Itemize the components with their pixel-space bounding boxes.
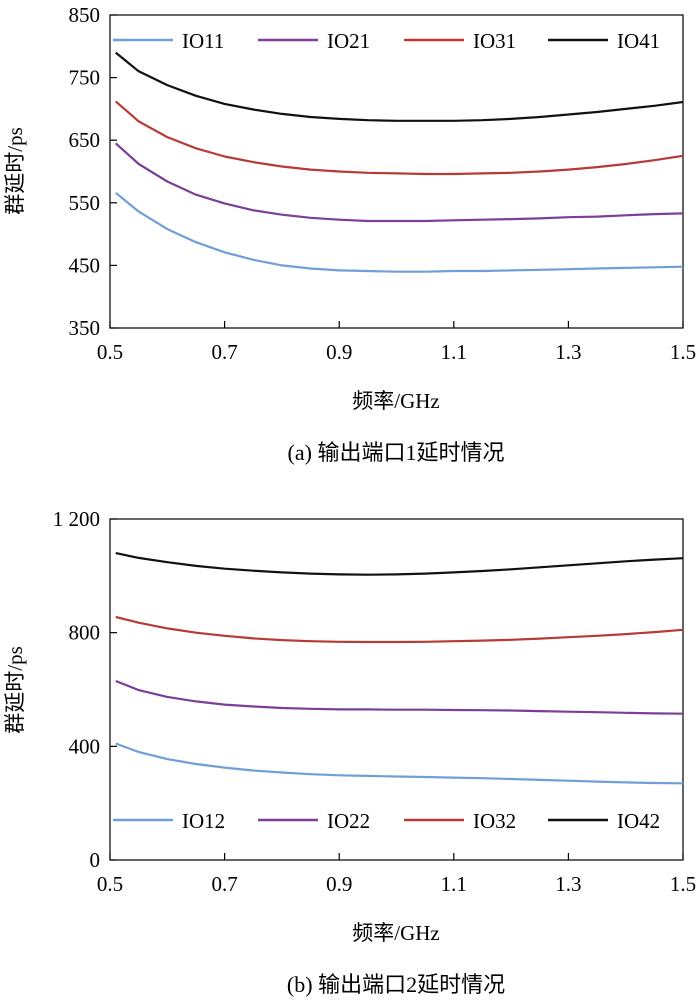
series-line-io12 bbox=[115, 742, 684, 785]
legend-label: IO42 bbox=[617, 809, 660, 833]
x-tick-label: 0.9 bbox=[326, 872, 352, 896]
x-tick-label: 0.5 bbox=[97, 340, 123, 364]
legend-label: IO12 bbox=[182, 809, 225, 833]
x-tick-label: 0.7 bbox=[211, 340, 237, 364]
series-line-io21 bbox=[114, 142, 684, 223]
y-tick-label: 550 bbox=[69, 191, 101, 215]
legend: IO11 IO21 IO31 IO41 bbox=[113, 29, 660, 53]
x-tick-label: 0.9 bbox=[326, 340, 352, 364]
legend: IO12 IO22 IO32 IO42 bbox=[113, 809, 660, 833]
x-tick-label: 1.1 bbox=[441, 340, 467, 364]
legend-label: IO22 bbox=[327, 809, 370, 833]
x-tick-label: 0.7 bbox=[211, 872, 237, 896]
y-tick-label: 450 bbox=[69, 253, 101, 277]
series-lines bbox=[115, 552, 684, 785]
x-tick-label: 1.3 bbox=[555, 340, 581, 364]
plot-frame bbox=[109, 14, 684, 329]
x-tick-label: 1.1 bbox=[441, 872, 467, 896]
x-axis-label: 频率/GHz bbox=[352, 921, 440, 945]
x-tick-label: 1.5 bbox=[670, 872, 696, 896]
y-tick-label: 1 200 bbox=[53, 507, 100, 531]
x-axis-label: 频率/GHz bbox=[352, 389, 440, 413]
axis-ticks: 0.5 0.7 0.9 1.1 1.3 1.5 350 450 550 650 750 850 bbox=[69, 3, 697, 364]
legend-label: IO41 bbox=[617, 29, 660, 53]
y-tick-label: 800 bbox=[69, 621, 101, 645]
y-tick-label: 0 bbox=[90, 848, 101, 872]
chart-caption: (a) 输出端口1延时情况 bbox=[288, 440, 505, 465]
legend-label: IO31 bbox=[473, 29, 516, 53]
y-tick-label: 350 bbox=[69, 316, 101, 340]
chart-caption: (b) 输出端口2延时情况 bbox=[287, 972, 505, 997]
plot-frame bbox=[109, 518, 684, 861]
series-line-io31 bbox=[114, 100, 684, 176]
y-tick-label: 650 bbox=[69, 128, 101, 152]
y-tick-label: 850 bbox=[69, 3, 101, 27]
y-tick-label: 750 bbox=[69, 66, 101, 90]
y-tick-label: 400 bbox=[69, 734, 101, 758]
chart-panel-a: 0.5 0.7 0.9 1.1 1.3 1.5 350 450 550 650 750 850 IO1… bbox=[3, 3, 696, 465]
y-axis-label: 群延时/ps bbox=[3, 127, 27, 215]
y-axis-label: 群延时/ps bbox=[3, 646, 27, 734]
series-line-io41 bbox=[115, 51, 684, 122]
series-lines bbox=[114, 51, 684, 273]
legend-label: IO21 bbox=[327, 29, 370, 53]
axis-ticks: 0.5 0.7 0.9 1.1 1.3 1.5 0 400 800 1 200 bbox=[53, 507, 696, 896]
x-tick-label: 0.5 bbox=[97, 872, 123, 896]
series-line-io11 bbox=[115, 191, 684, 273]
x-tick-label: 1.3 bbox=[555, 872, 581, 896]
x-tick-label: 1.5 bbox=[670, 340, 696, 364]
series-line-io42 bbox=[115, 552, 684, 576]
series-line-io32 bbox=[115, 615, 684, 644]
legend-label: IO32 bbox=[473, 809, 516, 833]
legend-label: IO11 bbox=[182, 29, 224, 53]
series-line-io22 bbox=[115, 679, 684, 715]
